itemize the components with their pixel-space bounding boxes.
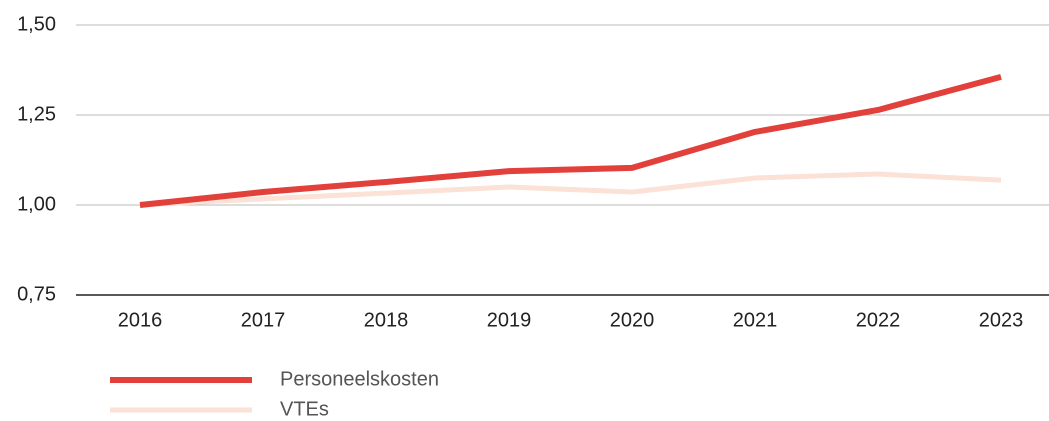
legend-label: VTEs bbox=[280, 398, 329, 420]
series-line bbox=[139, 73, 1002, 208]
y-tick-label: 1,25 bbox=[17, 103, 56, 125]
x-tick-label: 2016 bbox=[118, 309, 163, 331]
x-tick-label: 2021 bbox=[733, 309, 778, 331]
y-tick-label: 0,75 bbox=[17, 283, 56, 305]
series-line bbox=[139, 171, 1002, 208]
x-tick-label: 2022 bbox=[856, 309, 901, 331]
legend-label: Personeelskosten bbox=[280, 368, 439, 390]
y-tick-label: 1,00 bbox=[17, 193, 56, 215]
x-tick-label: 2023 bbox=[979, 309, 1024, 331]
x-tick-label: 2020 bbox=[610, 309, 655, 331]
x-tick-label: 2017 bbox=[241, 309, 286, 331]
x-tick-label: 2019 bbox=[487, 309, 532, 331]
y-tick-label: 1,50 bbox=[17, 13, 56, 35]
x-tick-label: 2018 bbox=[364, 309, 409, 331]
